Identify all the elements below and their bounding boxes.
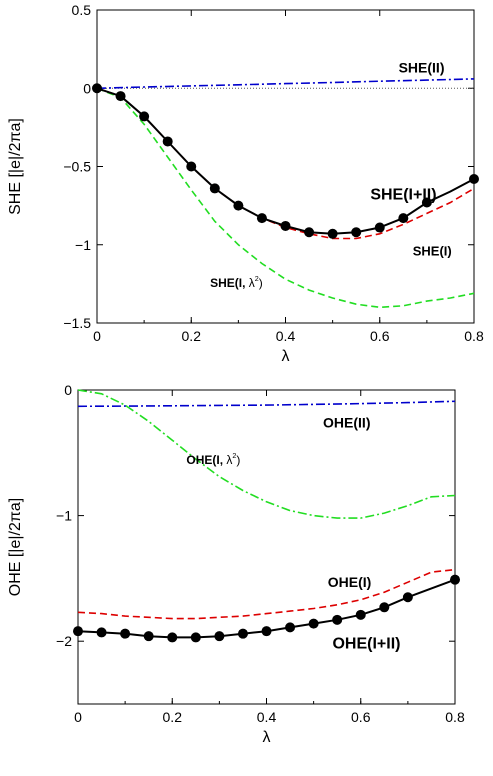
panel1-marker-she-i-ii (374, 222, 385, 233)
panel1-marker-she-i-ii (351, 227, 362, 238)
panel1-y-tick-label: 0.5 (72, 2, 92, 18)
panel2-marker-ohe-i-ii (332, 614, 343, 625)
panel1-y-axis-label: SHE [|e|/2πa] (7, 118, 24, 215)
panel1-series-label: SHE(II) (399, 60, 445, 76)
panel2-marker-ohe-i-ii (73, 626, 83, 637)
panel1-y-tick-label: −1.5 (63, 315, 91, 331)
panel1-plot-frame (96, 9, 475, 324)
panel1-marker-she-i-ii (115, 91, 126, 102)
panel1-marker-she-i-ii (304, 227, 315, 238)
panel1-series-label: SHE(I, λ2) (210, 274, 263, 290)
panel1-series-label: SHE(I) (413, 244, 452, 259)
panel2-series-ohe-i (77, 568, 456, 620)
panel1-marker-she-i-ii (92, 83, 102, 94)
panel2-series-ohe-ii (77, 400, 456, 408)
panel1-x-tick-label: 0.2 (182, 328, 202, 344)
panel2-series-label: OHE(I) (328, 574, 372, 590)
panel1-marker-she-i-ii (398, 213, 409, 224)
panel2-x-axis-label: λ (263, 729, 271, 746)
panel1-series-she-ii (96, 78, 475, 90)
panel1-marker-she-i-ii (280, 220, 291, 231)
panel2-marker-ohe-i-ii (96, 627, 107, 638)
panel1-marker-she-i-ii (186, 161, 197, 172)
panel1-x-tick-label: 0 (93, 328, 101, 344)
panel1-x-tick-label: 0.6 (370, 328, 390, 344)
panel1-series-she-i (96, 87, 475, 240)
panel2-y-axis-label: OHE [|e|/2πa] (7, 498, 24, 597)
panel1-marker-she-i-ii (469, 174, 479, 185)
panel2-marker-ohe-i-ii (379, 602, 390, 613)
panel1-marker-she-i-ii (233, 200, 244, 211)
panel2-series-label: OHE(I, λ2) (186, 451, 240, 467)
panel2-x-tick-label: 0.4 (257, 709, 277, 725)
panel2-marker-ohe-i-ii (214, 631, 225, 642)
panel1-x-tick-label: 0.4 (276, 328, 296, 344)
panel1-marker-she-i-ii (327, 228, 338, 239)
panel1-x-axis-label: λ (282, 348, 290, 365)
panel2-marker-ohe-i-ii (120, 628, 131, 639)
panel1-marker-she-i-ii (162, 136, 173, 147)
panel1-y-tick-label: −1 (75, 237, 91, 253)
panel2-plot-frame (77, 389, 456, 705)
panel2-marker-ohe-i-ii (237, 628, 248, 639)
panel2-marker-ohe-i-ii (167, 632, 178, 643)
panel2-x-tick-label: 0.2 (163, 709, 183, 725)
panel2-marker-ohe-i-ii (190, 632, 201, 643)
panel2-marker-ohe-i-ii (308, 618, 319, 629)
panel1-marker-she-i-ii (139, 111, 150, 122)
panel1-marker-she-i-ii (209, 183, 220, 194)
panel2-x-tick-label: 0 (74, 709, 82, 725)
panel2-marker-ohe-i-ii (261, 626, 272, 637)
panel2-marker-ohe-i-ii (355, 609, 366, 620)
panel2-marker-ohe-i-ii (450, 574, 460, 585)
panel1-marker-she-i-ii (256, 213, 267, 224)
panel2-series-label: OHE(I+II) (332, 636, 400, 653)
panel2-y-tick-label: −1 (56, 508, 72, 524)
panel1-series-label: SHE(I+II) (370, 186, 436, 203)
panel2-marker-ohe-i-ii (402, 592, 413, 603)
panel2-marker-ohe-i-ii (285, 622, 296, 633)
panel2-series-label: OHE(II) (323, 415, 370, 431)
panel2-x-tick-label: 0.8 (445, 709, 465, 725)
panel2-y-tick-label: 0 (64, 382, 72, 398)
panel2-marker-ohe-i-ii (143, 631, 154, 642)
panel1-marker-she-i-ii (421, 197, 432, 208)
panel1-series-she-i-ii (96, 87, 475, 235)
panel2-series-ohe-i (77, 389, 456, 519)
panel1-y-tick-label: 0 (83, 80, 91, 96)
panel2-x-tick-label: 0.6 (351, 709, 371, 725)
panel2-y-tick-label: −2 (56, 633, 72, 649)
panel1-y-tick-label: −0.5 (63, 159, 91, 175)
panel1-x-tick-label: 0.8 (464, 328, 484, 344)
